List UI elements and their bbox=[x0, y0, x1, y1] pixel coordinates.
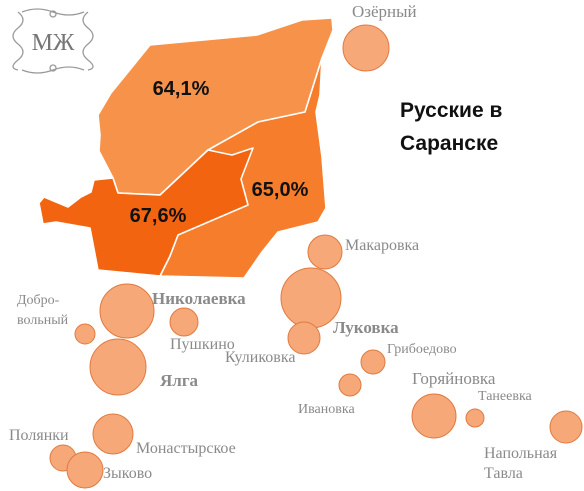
taneevka-label: Танеевка bbox=[478, 389, 533, 404]
napolnaya-label-line2: Тавла bbox=[484, 465, 523, 482]
ivanovka-marker bbox=[338, 373, 362, 397]
zykovo-label: Зыково bbox=[103, 465, 152, 482]
griboedovo-marker bbox=[360, 349, 386, 375]
logo-text: МЖ bbox=[32, 30, 75, 56]
monastyrskoe-label: Монастырское bbox=[136, 440, 236, 457]
lukovka-label: Луковка bbox=[333, 318, 399, 337]
district-east-label: 65,0% bbox=[252, 179, 309, 201]
map-title-line2: Саранске bbox=[400, 132, 498, 155]
lukovka-marker bbox=[280, 267, 342, 329]
zykovo-marker bbox=[66, 451, 104, 489]
pushkino-marker bbox=[169, 307, 199, 337]
kulikovka-marker bbox=[287, 321, 321, 355]
goryainovka-marker bbox=[411, 393, 457, 439]
goryainovka-label: Горяйновка bbox=[412, 369, 496, 388]
dobrovolny-label-line2: вольный bbox=[17, 313, 69, 328]
ozerny-label: Озёрный bbox=[352, 2, 417, 21]
yalga-label: Ялга bbox=[160, 371, 199, 390]
dobrovolny-marker bbox=[74, 323, 96, 345]
makarovka-label: Макаровка bbox=[345, 237, 419, 254]
nikolaevka-marker bbox=[99, 283, 155, 339]
dobrovolny-label-line1: Добро- bbox=[17, 293, 60, 308]
napolnaya-label-line1: Напольная bbox=[484, 445, 558, 462]
griboedovo-label: Грибоедово bbox=[387, 342, 457, 357]
polyanki-label: Полянки bbox=[9, 427, 69, 444]
map-title-line1: Русские в bbox=[400, 99, 502, 122]
ivanovka-label: Ивановка bbox=[298, 402, 355, 417]
district-west bbox=[38, 147, 254, 277]
taneevka-marker bbox=[465, 408, 485, 428]
ozerny-marker bbox=[342, 24, 390, 72]
pushkino-label: Пушкино bbox=[170, 336, 235, 353]
nikolaevka-label: Николаевка bbox=[152, 289, 246, 308]
logo-emblem: МЖ bbox=[12, 8, 94, 74]
yalga-marker bbox=[89, 338, 147, 396]
district-west-label: 67,6% bbox=[130, 205, 187, 227]
makarovka-marker bbox=[307, 234, 343, 270]
napolnaya-tavla-marker bbox=[549, 410, 583, 444]
district-north-label: 64,1% bbox=[153, 78, 210, 100]
kulikovka-label: Куликовка bbox=[225, 349, 295, 366]
monastyrskoe-marker bbox=[92, 413, 134, 455]
